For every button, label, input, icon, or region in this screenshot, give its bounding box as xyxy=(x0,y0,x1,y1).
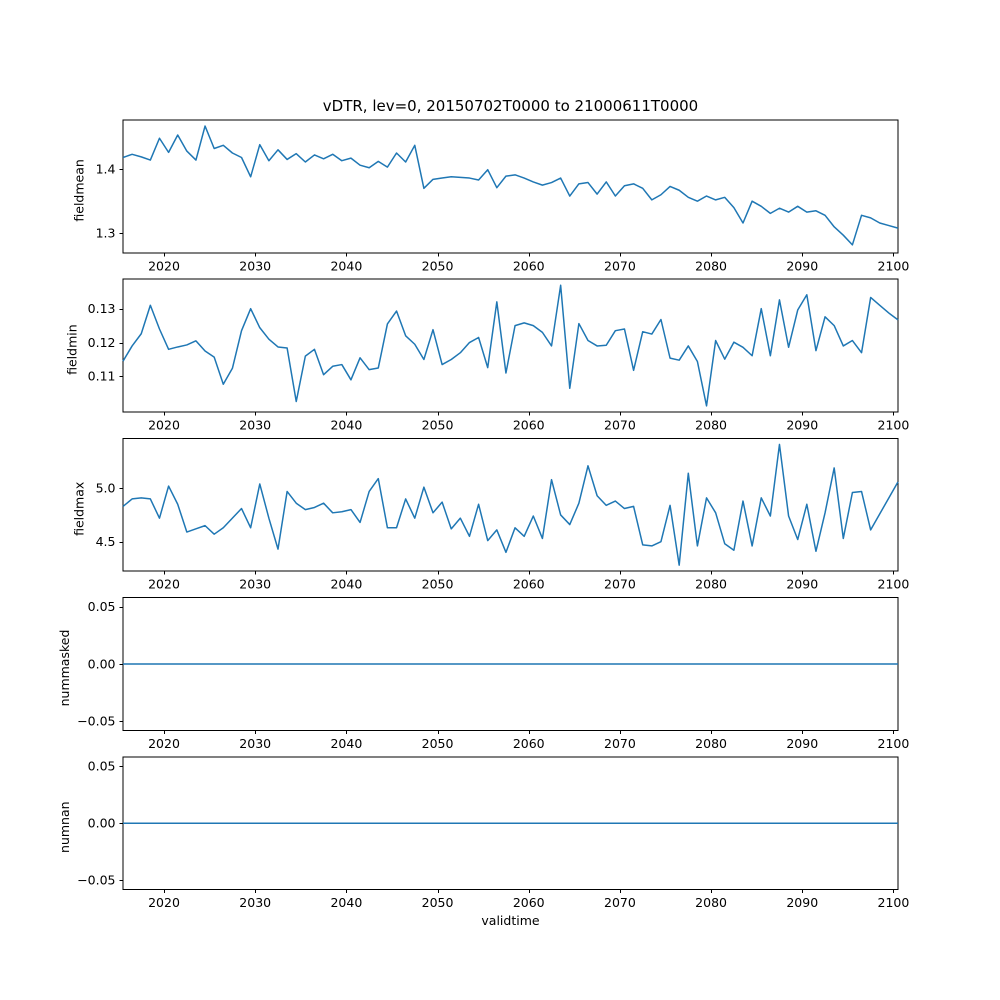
series-line-fieldmean xyxy=(122,125,899,246)
x-tick-label: 2080 xyxy=(695,577,727,592)
y-tick-label: 1.4 xyxy=(96,161,116,176)
x-tick-label: 2020 xyxy=(148,258,180,273)
subplot-fieldmin: 2020 2030 2040 2050 2060 2070 2080 2090 2100 0.11… xyxy=(64,278,910,433)
x-tick-label: 2100 xyxy=(878,736,910,751)
x-tick-label: 2040 xyxy=(330,895,362,910)
x-tick-label: 2030 xyxy=(239,736,271,751)
y-axis-title-fieldmin: fieldmin xyxy=(64,324,79,375)
y-tick-label: −0.05 xyxy=(77,873,115,888)
plot-frame-fieldmax xyxy=(122,437,899,572)
x-tick-label: 2040 xyxy=(330,577,362,592)
x-tick-label: 2050 xyxy=(422,418,454,433)
x-tick-label: 2080 xyxy=(695,895,727,910)
x-tick-label: 2070 xyxy=(604,736,636,751)
figure-title: vDTR, lev=0, 20150702T0000 to 21000611T0… xyxy=(322,97,699,115)
y-tick-label: 1.3 xyxy=(96,226,116,241)
x-tick-label: 2100 xyxy=(878,577,910,592)
x-tick-label: 2050 xyxy=(422,577,454,592)
x-tick-label: 2090 xyxy=(786,418,818,433)
x-tick-label: 2040 xyxy=(330,736,362,751)
x-tick-label: 2100 xyxy=(878,418,910,433)
x-tick-label: 2030 xyxy=(239,418,271,433)
x-tick-label: 2100 xyxy=(878,895,910,910)
x-tick-label: 2060 xyxy=(513,736,545,751)
x-tick-label: 2050 xyxy=(422,736,454,751)
y-tick-label: −0.05 xyxy=(77,714,115,729)
x-tick-label: 2060 xyxy=(513,418,545,433)
x-tick-label: 2020 xyxy=(148,736,180,751)
x-tick-label: 2090 xyxy=(786,736,818,751)
x-tick-label: 2030 xyxy=(239,577,271,592)
y-axis-title-fieldmean: fieldmean xyxy=(72,159,87,221)
subplot-numnan: 2020 2030 2040 2050 2060 2070 2080 2090 2100 −0.0… xyxy=(57,756,910,910)
y-tick-label: 0.12 xyxy=(88,335,116,350)
y-tick-label: 5.0 xyxy=(96,481,116,496)
x-tick-label: 2080 xyxy=(695,258,727,273)
x-tick-label: 2070 xyxy=(604,895,636,910)
subplot-fieldmean: 2020 2030 2040 2050 2060 2070 2080 2090 2100 1.3 1… xyxy=(72,119,910,273)
x-tick-label: 2040 xyxy=(330,258,362,273)
x-tick-label: 2090 xyxy=(786,258,818,273)
x-tick-label: 2030 xyxy=(239,258,271,273)
x-tick-label: 2070 xyxy=(604,258,636,273)
subplot-nummasked: 2020 2030 2040 2050 2060 2070 2080 2090 2100 −0.0… xyxy=(57,597,910,751)
x-tick-label: 2090 xyxy=(786,895,818,910)
x-tick-label: 2060 xyxy=(513,577,545,592)
y-tick-label: 0.13 xyxy=(88,301,116,316)
y-axis-title-numnan: numnan xyxy=(57,801,72,853)
x-tick-label: 2060 xyxy=(513,258,545,273)
y-tick-label: 0.00 xyxy=(88,656,116,671)
x-tick-label: 2070 xyxy=(604,577,636,592)
plot-frame-fieldmin xyxy=(122,278,899,413)
y-tick-label: 0.11 xyxy=(88,369,116,384)
y-axis-title-nummasked: nummasked xyxy=(57,630,72,707)
x-tick-label: 2020 xyxy=(148,577,180,592)
x-tick-label: 2020 xyxy=(148,418,180,433)
series-line-fieldmin xyxy=(122,284,899,407)
series-line-fieldmax xyxy=(122,443,899,566)
x-tick-label: 2050 xyxy=(422,895,454,910)
x-tick-label: 2050 xyxy=(422,258,454,273)
y-axis-title-fieldmax: fieldmax xyxy=(72,482,87,536)
x-tick-label: 2080 xyxy=(695,736,727,751)
x-axis-label: validtime xyxy=(481,913,540,928)
subplot-fieldmax: 2020 2030 2040 2050 2060 2070 2080 2090 2100 4.5 5… xyxy=(72,437,910,592)
y-tick-label: 0.05 xyxy=(88,599,116,614)
plot-frame-fieldmean xyxy=(122,119,899,254)
y-tick-label: 4.5 xyxy=(96,534,116,549)
x-tick-label: 2060 xyxy=(513,895,545,910)
y-tick-label: 0.00 xyxy=(88,816,116,831)
x-tick-label: 2090 xyxy=(786,577,818,592)
x-tick-label: 2070 xyxy=(604,418,636,433)
x-tick-label: 2100 xyxy=(878,258,910,273)
x-tick-label: 2040 xyxy=(330,418,362,433)
x-tick-label: 2020 xyxy=(148,895,180,910)
x-tick-label: 2030 xyxy=(239,895,271,910)
y-tick-label: 0.05 xyxy=(88,758,116,773)
x-tick-label: 2080 xyxy=(695,418,727,433)
